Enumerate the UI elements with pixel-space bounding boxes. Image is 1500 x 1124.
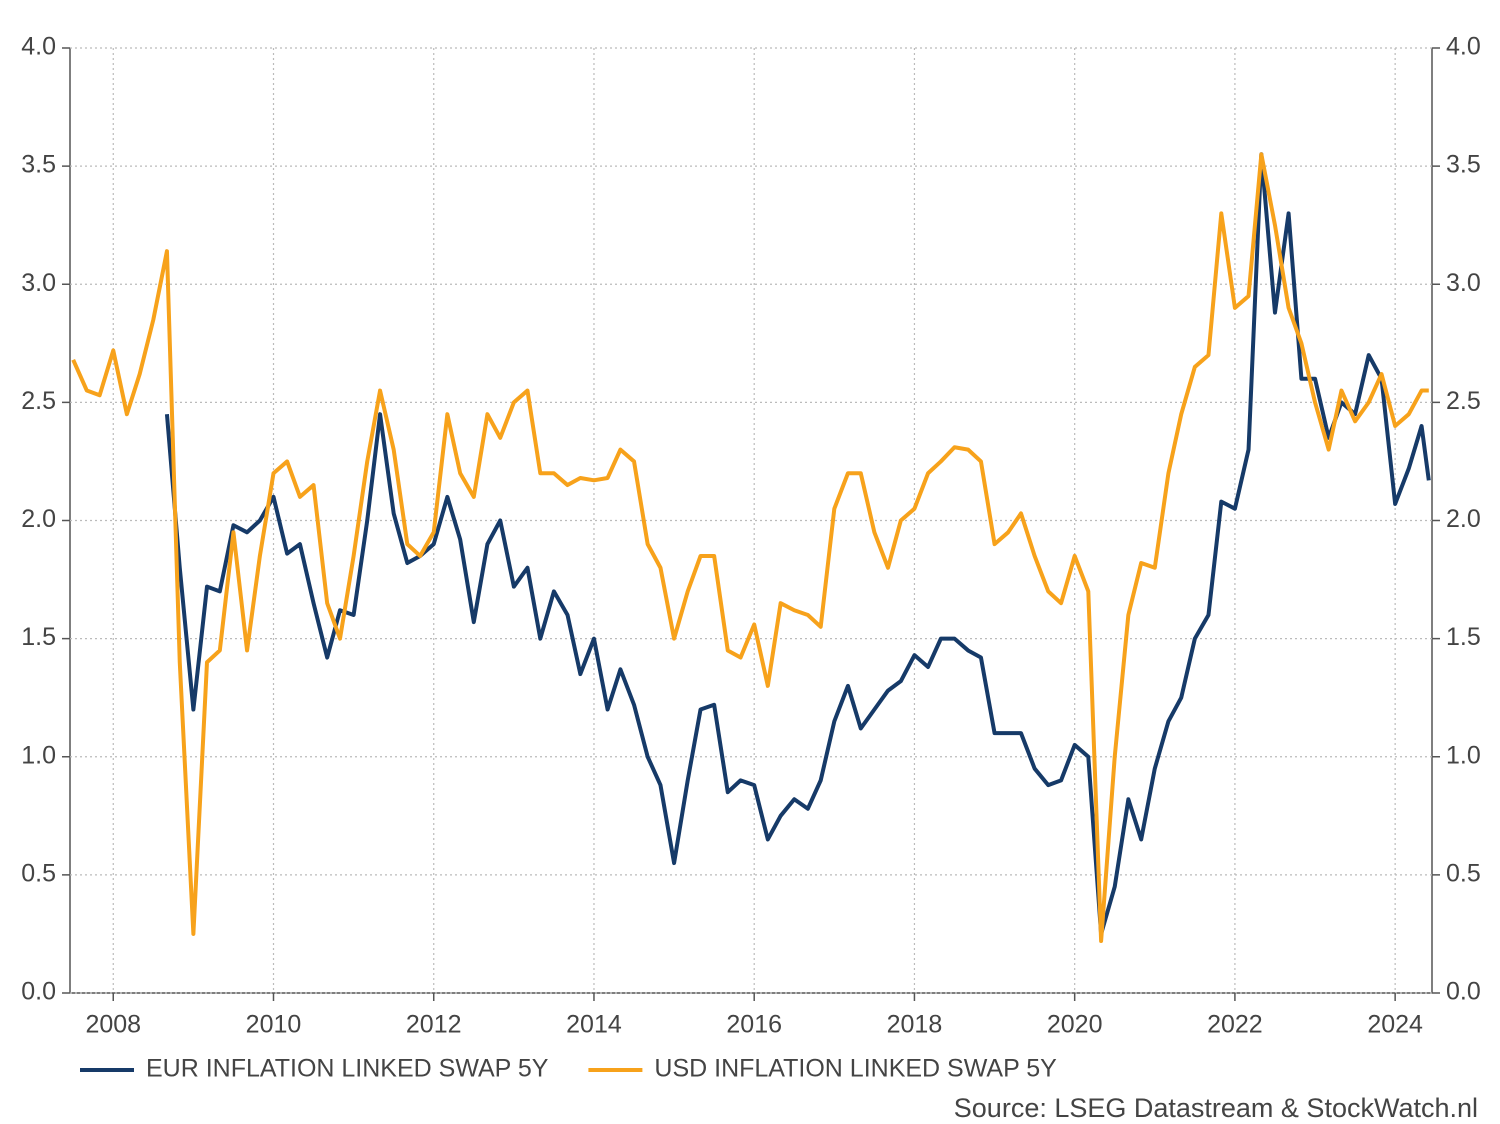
y2-tick-label: 3.5 bbox=[1446, 151, 1481, 179]
x-tick-label: 2020 bbox=[1047, 1011, 1103, 1039]
x-tick-label: 2016 bbox=[726, 1011, 782, 1039]
legend-label: EUR INFLATION LINKED SWAP 5Y bbox=[146, 1055, 549, 1083]
x-tick-label: 2018 bbox=[887, 1011, 943, 1039]
y2-tick-label: 1.0 bbox=[1446, 741, 1481, 769]
x-tick-label: 2022 bbox=[1207, 1011, 1263, 1039]
y-tick-label: 4.0 bbox=[21, 33, 56, 61]
y-tick-label: 1.5 bbox=[21, 623, 56, 651]
y2-tick-label: 1.5 bbox=[1446, 623, 1481, 651]
y-tick-label: 0.0 bbox=[21, 978, 56, 1006]
legend-label: USD INFLATION LINKED SWAP 5Y bbox=[654, 1055, 1057, 1083]
y2-tick-label: 2.0 bbox=[1446, 505, 1481, 533]
series-line bbox=[71, 152, 1429, 944]
y2-tick-label: 2.5 bbox=[1446, 387, 1481, 415]
x-tick-label: 2024 bbox=[1367, 1011, 1423, 1039]
x-tick-label: 2010 bbox=[246, 1011, 302, 1039]
y-tick-label: 3.0 bbox=[21, 269, 56, 297]
y2-tick-label: 3.0 bbox=[1446, 269, 1481, 297]
x-tick-label: 2008 bbox=[85, 1011, 141, 1039]
x-tick-label: 2012 bbox=[406, 1011, 462, 1039]
y-tick-label: 1.0 bbox=[21, 741, 56, 769]
y-tick-label: 2.5 bbox=[21, 387, 56, 415]
source: Source: LSEG Datastream & StockWatch.nl bbox=[954, 1093, 1478, 1123]
y-tick-label: 2.0 bbox=[21, 505, 56, 533]
y-tick-label: 3.5 bbox=[21, 151, 56, 179]
series-line bbox=[164, 152, 1431, 936]
y2-tick-label: 0.5 bbox=[1446, 859, 1481, 887]
y2-tick-label: 4.0 bbox=[1446, 33, 1481, 61]
y2-tick-label: 0.0 bbox=[1446, 978, 1481, 1006]
x-tick-label: 2014 bbox=[566, 1011, 622, 1039]
y-tick-label: 0.5 bbox=[21, 859, 56, 887]
